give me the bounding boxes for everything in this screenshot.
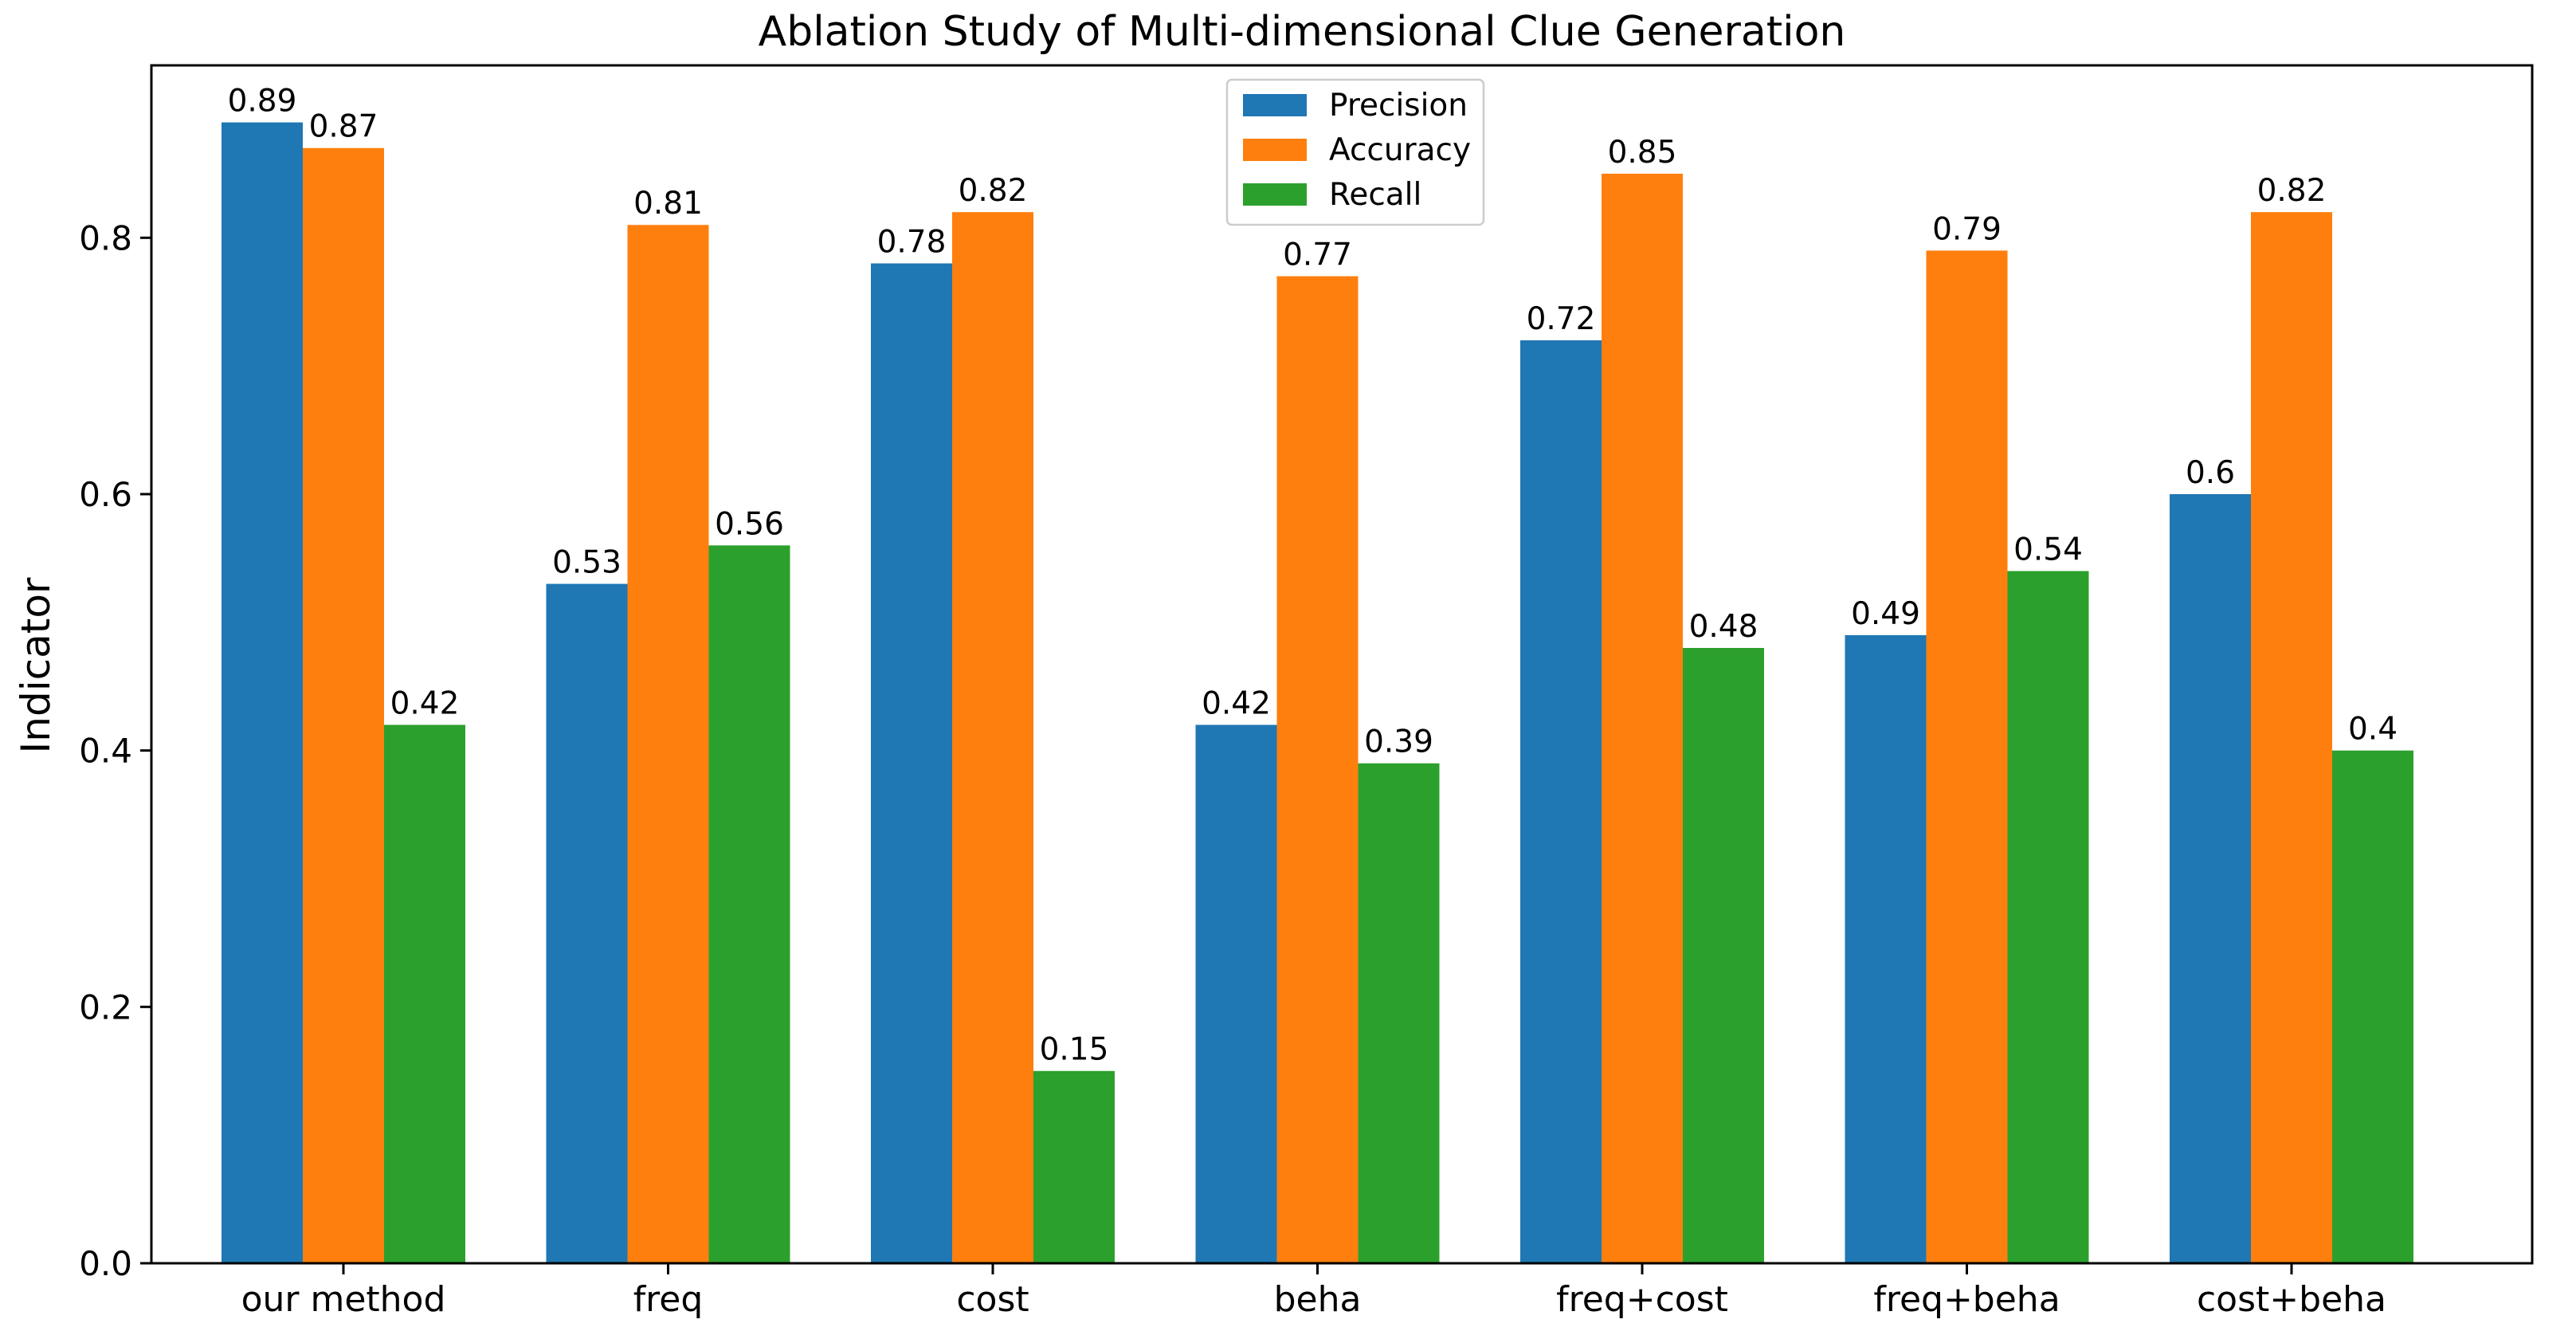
data-label-accuracy: 0.85 <box>1608 135 1677 171</box>
data-label-precision: 0.49 <box>1851 596 1920 632</box>
legend-swatch-precision <box>1243 94 1307 116</box>
data-label-accuracy: 0.82 <box>2257 173 2327 209</box>
y-axis-ticks: 0.0 0.2 0.4 0.6 0.8 <box>79 218 151 1283</box>
data-label-recall: 0.39 <box>1364 724 1433 760</box>
x-tick-label: freq+cost <box>1556 1279 1728 1320</box>
bar-precision <box>2170 493 2251 1263</box>
bar-accuracy <box>2251 212 2332 1263</box>
data-label-recall: 0.4 <box>2348 712 2398 748</box>
x-tick-label: freq <box>633 1279 704 1320</box>
bar-recall <box>708 545 790 1263</box>
data-label-accuracy: 0.82 <box>959 173 1028 209</box>
bar-accuracy <box>627 225 709 1264</box>
chart-title: Ablation Study of Multi-dimensional Clue… <box>759 8 1846 56</box>
x-tick-label: beha <box>1274 1279 1362 1320</box>
data-label-recall: 0.54 <box>2013 532 2083 567</box>
data-label-precision: 0.89 <box>228 84 297 120</box>
bar-recall <box>2007 571 2089 1263</box>
x-tick-label: cost <box>956 1279 1029 1320</box>
bar-accuracy <box>1276 276 1359 1264</box>
bar-labels-layer: 0.89 0.53 0.78 0.42 0.72 0.49 0.6 0.87 0.81 0.82 0… <box>228 84 2398 1068</box>
y-tick-label: 0.2 <box>79 987 132 1027</box>
bar-precision <box>871 263 952 1264</box>
y-tick-label: 0.8 <box>79 218 132 257</box>
data-label-recall: 0.42 <box>390 685 460 721</box>
bar-precision <box>1845 634 1927 1263</box>
x-tick-label: cost+beha <box>2197 1279 2386 1320</box>
data-label-precision: 0.42 <box>1202 685 1271 721</box>
data-label-recall: 0.56 <box>715 506 784 542</box>
data-label-accuracy: 0.77 <box>1283 238 1352 273</box>
legend: Precision Accuracy Recall <box>1225 78 1485 226</box>
data-label-accuracy: 0.81 <box>633 186 703 222</box>
legend-label-accuracy: Accuracy <box>1329 132 1471 168</box>
y-tick-label: 0.4 <box>79 732 132 771</box>
bar-recall <box>2332 750 2413 1263</box>
data-label-precision: 0.53 <box>552 545 621 581</box>
bar-recall <box>384 724 465 1263</box>
bars-layer <box>222 122 2413 1264</box>
x-tick-label: freq+beha <box>1873 1279 2060 1320</box>
x-axis-ticks: our method freq cost beha freq+cost freq+beha… <box>241 1263 2386 1320</box>
y-tick-label: 0.6 <box>79 475 132 514</box>
legend-label-recall: Recall <box>1329 177 1421 213</box>
bar-accuracy <box>952 212 1033 1263</box>
bar-precision <box>1195 724 1277 1263</box>
legend-swatch-accuracy <box>1243 139 1307 161</box>
bar-precision <box>546 583 628 1263</box>
data-label-precision: 0.72 <box>1527 301 1596 337</box>
bar-accuracy <box>303 147 384 1263</box>
data-label-precision: 0.78 <box>877 224 947 260</box>
bar-precision <box>222 122 303 1264</box>
bar-recall <box>1033 1070 1115 1263</box>
plot-frame <box>150 64 2534 1265</box>
data-label-recall: 0.48 <box>1689 609 1759 645</box>
bar-recall <box>1683 647 1764 1263</box>
x-tick-label: our method <box>241 1279 446 1320</box>
legend-swatch-recall <box>1243 183 1307 206</box>
legend-label-precision: Precision <box>1329 88 1468 124</box>
bar-recall <box>1358 763 1440 1263</box>
bar-precision <box>1520 340 1602 1263</box>
bar-accuracy <box>1926 250 2008 1263</box>
y-axis-label: Indicator <box>13 577 59 753</box>
data-label-recall: 0.15 <box>1040 1032 1109 1068</box>
data-label-accuracy: 0.79 <box>1932 211 2002 247</box>
data-label-accuracy: 0.87 <box>309 109 378 145</box>
data-label-precision: 0.6 <box>2186 455 2235 491</box>
y-tick-label: 0.0 <box>79 1244 132 1283</box>
bar-accuracy <box>1602 173 1683 1264</box>
